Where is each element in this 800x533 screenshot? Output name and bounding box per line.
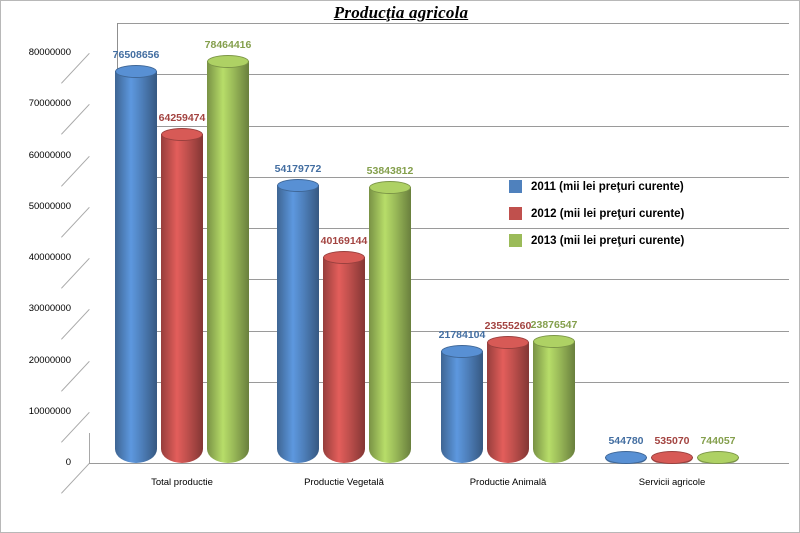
bar-body [115, 70, 157, 463]
bar-value-label: 53843812 [366, 165, 414, 178]
y-tick-label: 70000000 [28, 98, 71, 110]
bar-top-ellipse [651, 451, 693, 464]
legend-item[interactable]: 2011 (mii lei preţuri curente) [509, 173, 759, 200]
bar-top-ellipse [115, 64, 157, 78]
legend-label: 2013 (mii lei preţuri curente) [531, 234, 685, 247]
bar-body [369, 187, 411, 463]
bar [161, 127, 203, 463]
y-tick-label: 50000000 [28, 200, 71, 212]
bar [115, 64, 157, 463]
bar-value-label: 54179772 [274, 163, 322, 176]
bar-top-ellipse [441, 345, 483, 359]
bar-value-label: 78464416 [204, 38, 252, 51]
bar-top-ellipse [697, 451, 739, 464]
bar-value-label: 40169144 [320, 235, 368, 248]
bar-value-label: 23555260 [484, 320, 532, 333]
gridline [117, 125, 789, 127]
bar [277, 179, 319, 463]
bar [605, 451, 647, 464]
bar [651, 451, 693, 464]
bar [487, 336, 529, 463]
gridline [117, 176, 789, 178]
bar-top-ellipse [323, 251, 365, 265]
bar-body [323, 257, 365, 463]
bar-body [533, 340, 575, 463]
bar-body [441, 351, 483, 463]
bar-value-label: 23876547 [530, 318, 578, 331]
category-label: Productie Vegetală [304, 477, 384, 488]
bar-body [207, 60, 249, 463]
bar-value-label: 544780 [608, 435, 644, 447]
bar-value-label: 21784104 [438, 329, 486, 342]
legend-item[interactable]: 2013 (mii lei preţuri curente) [509, 227, 759, 254]
category-label: Total productie [151, 477, 213, 488]
bar [207, 54, 249, 463]
bar-top-ellipse [207, 54, 249, 68]
gridline [117, 279, 789, 281]
bar [323, 251, 365, 463]
gridline [117, 228, 789, 229]
plot-area: 80000000 70000000 60000000 50000000 40000000… [29, 23, 790, 494]
bar-value-label: 76508656 [112, 48, 160, 61]
y-tick-label: 60000000 [28, 149, 71, 161]
gridline [117, 74, 789, 76]
chart-title: Producţia agricola [333, 3, 469, 22]
bar [533, 334, 575, 463]
bar [441, 345, 483, 463]
gridline [117, 23, 789, 24]
gridline [117, 330, 789, 332]
bar-top-ellipse [605, 451, 647, 464]
category-label: Servicii agricole [638, 477, 706, 488]
bar-value-label: 535070 [654, 435, 690, 447]
y-tick-label: 0 [65, 457, 71, 468]
chart-legend: 2011 (mii lei preţuri curente) 2012 (mii … [509, 173, 759, 254]
legend-item[interactable]: 2012 (mii lei preţuri curente) [509, 200, 759, 227]
legend-swatch [509, 234, 522, 247]
bar-top-ellipse [277, 179, 319, 193]
bar-top-ellipse [533, 334, 575, 348]
category-label: Productie Animală [469, 477, 547, 488]
bar [697, 451, 739, 464]
y-tick-label: 10000000 [28, 405, 71, 417]
bar-top-ellipse [369, 181, 411, 195]
y-tick-label: 80000000 [28, 47, 71, 58]
bar-top-ellipse [487, 336, 529, 350]
y-tick-label: 30000000 [28, 303, 71, 315]
legend-swatch [509, 180, 522, 193]
bar-value-label: 64259474 [158, 111, 206, 124]
legend-label: 2011 (mii lei preţuri curente) [531, 180, 684, 193]
bar-body [161, 133, 203, 463]
bar [369, 181, 411, 463]
bar-value-label: 744057 [700, 435, 736, 447]
y-tick-label: 20000000 [28, 354, 71, 366]
legend-swatch [509, 207, 522, 220]
bar-body [277, 185, 319, 463]
bar-top-ellipse [161, 127, 203, 141]
bar-body [487, 342, 529, 463]
legend-label: 2012 (mii lei preţuri curente) [531, 207, 685, 220]
y-tick-label: 40000000 [28, 252, 71, 263]
x-axis-line [89, 463, 789, 464]
